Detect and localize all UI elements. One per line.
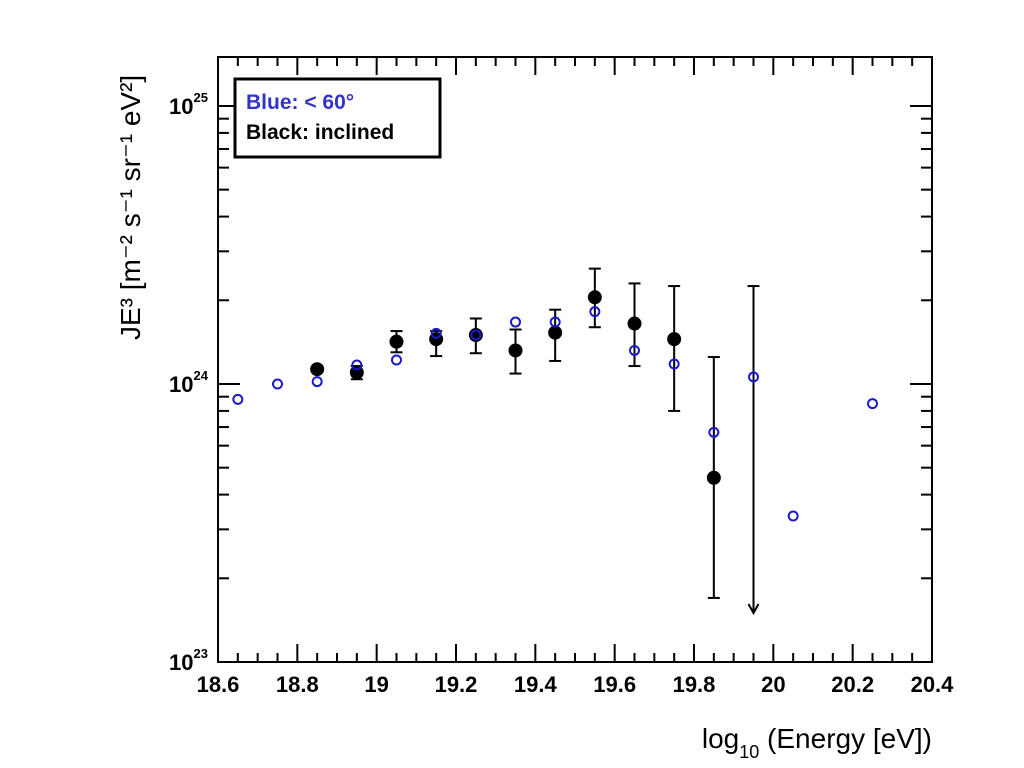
data-point-vertical (668, 358, 680, 370)
y-tick-label: 1023 (169, 646, 208, 675)
upper-limit-arrow (747, 603, 760, 616)
legend-entry-black: Black: inclined (246, 121, 394, 144)
x-tick-label: 20.2 (831, 672, 874, 697)
y-tick-label: 1024 (169, 368, 209, 397)
data-point-vertical (549, 316, 561, 328)
data-point-vertical (470, 329, 482, 341)
error-bars (350, 267, 760, 616)
data-point-inclined (548, 325, 563, 340)
data-point-inclined (706, 470, 721, 485)
x-axis-title: log10 (Energy [eV]) (702, 723, 932, 762)
legend: Blue: < 60° Black: inclined (233, 77, 442, 159)
y-tick-label: 1025 (169, 90, 208, 119)
data-markers (232, 290, 878, 522)
x-tick-label: 19.4 (514, 672, 558, 697)
x-tick-label: 20 (761, 672, 785, 697)
x-tick-label: 19 (364, 672, 388, 697)
legend-box (233, 77, 442, 159)
data-point-vertical (867, 398, 878, 410)
data-point-vertical (787, 510, 799, 522)
y-axis-ticks: 1023 1024 1025 (169, 90, 932, 675)
data-point-vertical (748, 371, 759, 383)
data-point-inclined (508, 343, 523, 358)
x-tick-label: 20.4 (911, 672, 955, 697)
data-point-vertical (391, 354, 402, 366)
data-point-inclined (587, 290, 602, 305)
x-tick-label: 18.6 (197, 672, 240, 697)
data-point-inclined (310, 362, 325, 377)
x-tick-label: 19.8 (673, 672, 716, 697)
data-point-inclined (667, 332, 682, 347)
x-tick-label: 18.8 (276, 672, 319, 697)
data-point-inclined (627, 316, 642, 331)
data-point-vertical (589, 306, 601, 318)
data-point-vertical (311, 376, 323, 388)
x-tick-label: 19.2 (435, 672, 478, 697)
legend-entry-blue: Blue: < 60° (246, 91, 354, 114)
data-point-inclined (389, 334, 404, 349)
data-point-vertical (708, 426, 720, 438)
data-point-vertical (629, 344, 640, 356)
data-point-vertical (272, 378, 283, 390)
x-axis-ticks: 18.6 18.8 19 19.2 19.4 19.6 19.8 20 20.2 20.4 (197, 57, 955, 697)
x-tick-label: 19.6 (593, 672, 636, 697)
data-point-vertical (430, 327, 442, 339)
data-point-vertical (232, 393, 244, 405)
y-axis-title: JE³ [m⁻² s⁻¹ sr⁻¹ eV²] (115, 75, 146, 340)
data-point-vertical (351, 359, 363, 371)
data-point-vertical (510, 316, 521, 328)
